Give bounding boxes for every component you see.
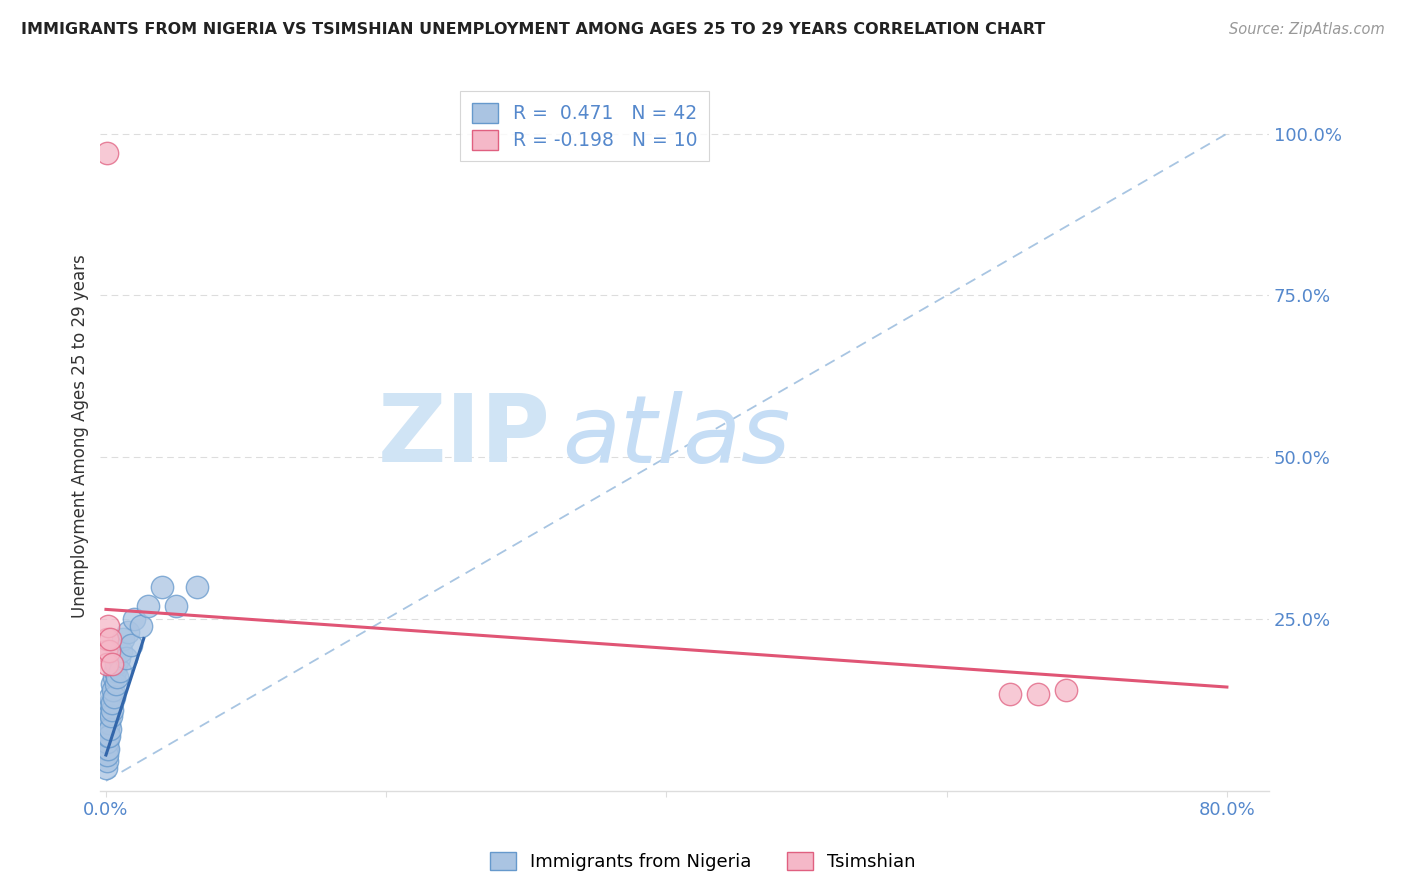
Point	[103, 670, 125, 684]
Point	[100, 709, 122, 723]
Point	[98, 632, 121, 646]
Point	[105, 670, 128, 684]
Point	[96, 755, 118, 769]
Y-axis label: Unemployment Among Ages 25 to 29 years: Unemployment Among Ages 25 to 29 years	[72, 254, 89, 618]
Text: IMMIGRANTS FROM NIGERIA VS TSIMSHIAN UNEMPLOYMENT AMONG AGES 25 TO 29 YEARS CORR: IMMIGRANTS FROM NIGERIA VS TSIMSHIAN UNE…	[21, 22, 1045, 37]
Point	[105, 657, 128, 672]
Point	[98, 722, 121, 736]
Point	[1054, 683, 1077, 698]
Text: atlas: atlas	[562, 391, 790, 482]
Point	[1026, 686, 1049, 700]
Point	[101, 677, 124, 691]
Point	[96, 644, 118, 658]
Point	[110, 644, 132, 658]
Point	[96, 735, 118, 749]
Point	[96, 747, 118, 762]
Point	[122, 612, 145, 626]
Point	[97, 715, 120, 730]
Point	[114, 651, 136, 665]
Point	[97, 644, 120, 658]
Point	[96, 722, 118, 736]
Point	[117, 625, 139, 640]
Point	[104, 677, 127, 691]
Point	[998, 686, 1021, 700]
Point	[96, 735, 118, 749]
Point	[98, 703, 121, 717]
Point	[96, 632, 118, 646]
Point	[96, 747, 118, 762]
Point	[101, 683, 124, 698]
Point	[104, 664, 127, 678]
Text: ZIP: ZIP	[377, 391, 550, 483]
Point	[165, 599, 187, 614]
Point	[150, 580, 173, 594]
Point	[111, 632, 134, 646]
Point	[100, 703, 122, 717]
Text: Source: ZipAtlas.com: Source: ZipAtlas.com	[1229, 22, 1385, 37]
Point	[98, 729, 121, 743]
Point	[97, 722, 120, 736]
Point	[107, 651, 129, 665]
Point	[96, 657, 118, 672]
Point	[97, 709, 120, 723]
Point	[97, 618, 120, 632]
Point	[101, 696, 124, 710]
Point	[97, 741, 120, 756]
Point	[96, 761, 118, 775]
Point	[96, 146, 118, 161]
Legend: R =  0.471   N = 42, R = -0.198   N = 10: R = 0.471 N = 42, R = -0.198 N = 10	[460, 91, 709, 161]
Legend: Immigrants from Nigeria, Tsimshian: Immigrants from Nigeria, Tsimshian	[484, 845, 922, 879]
Point	[136, 599, 159, 614]
Point	[186, 580, 208, 594]
Point	[108, 664, 131, 678]
Point	[103, 690, 125, 704]
Point	[100, 657, 122, 672]
Point	[98, 696, 121, 710]
Point	[129, 618, 152, 632]
Point	[100, 690, 122, 704]
Point	[97, 729, 120, 743]
Point	[120, 638, 142, 652]
Point	[96, 741, 118, 756]
